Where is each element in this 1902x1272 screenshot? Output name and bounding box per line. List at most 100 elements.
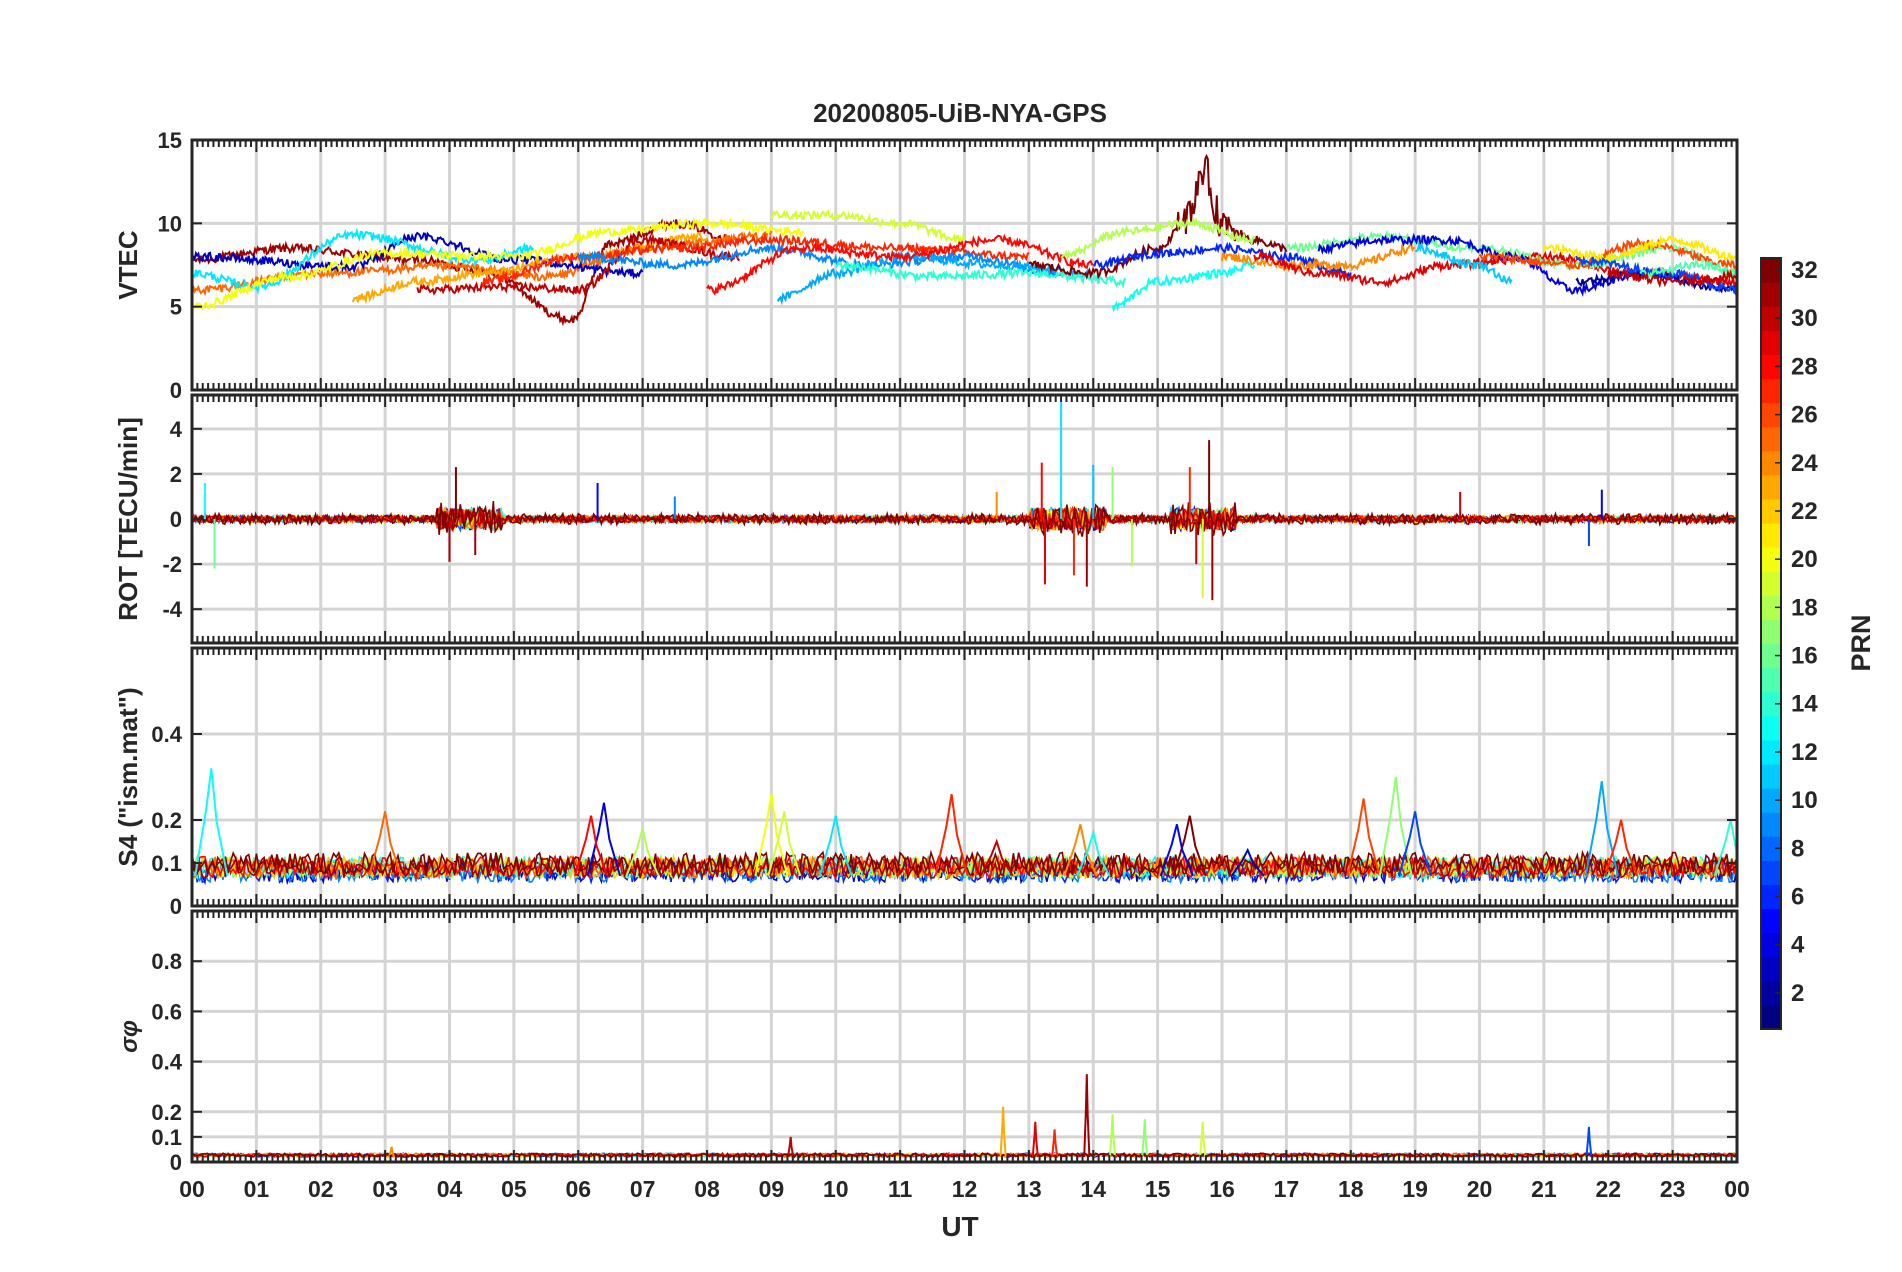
- vtec-trace-prn-11: [1414, 241, 1513, 285]
- s4-peak-prn-28: [574, 815, 609, 877]
- colorbar-segment: [1761, 812, 1781, 837]
- colorbar-tick-label: 2: [1791, 980, 1804, 1007]
- vtec-trace-prn-3: [192, 231, 644, 280]
- colorbar-tick-label: 20: [1791, 546, 1818, 573]
- x-tick-label: 16: [1209, 1176, 1235, 1202]
- rot-y-ticks: -4 -2 0 2 4: [162, 417, 1737, 622]
- s4-trace-prn-13: [192, 853, 1737, 881]
- colorbar-segment: [1761, 788, 1781, 813]
- x-tick-label: 11: [888, 1176, 913, 1202]
- y-tick-label: 5: [170, 295, 182, 320]
- colorbar-segment: [1761, 474, 1781, 500]
- x-tick-label: 15: [1145, 1176, 1171, 1202]
- colorbar-tick-label: 8: [1791, 835, 1804, 862]
- colorbar-tick-label: 6: [1791, 883, 1804, 910]
- vtec-trace-prn-27: [480, 232, 1030, 290]
- x-tick-label: 04: [437, 1176, 463, 1202]
- vtec-trace-prn-18: [1060, 216, 1256, 262]
- sigma_phi-peak-prn-24: [388, 1146, 396, 1158]
- colorbar-segment: [1761, 667, 1781, 693]
- colorbar-segment: [1761, 956, 1781, 982]
- x-tick-label: 09: [759, 1176, 785, 1202]
- colorbar-segment: [1761, 547, 1781, 572]
- s4-peak-prn-7: [1398, 811, 1433, 877]
- x-tick-label: 19: [1402, 1176, 1428, 1202]
- sigma_phi-peak-prn-30: [787, 1136, 795, 1158]
- colorbar-segment: [1761, 715, 1781, 741]
- x-tick-label: 00: [179, 1176, 205, 1202]
- s4-peak-prn-26: [1346, 798, 1381, 877]
- colorbar-tick-label: 32: [1791, 257, 1818, 284]
- colorbar-tick-label: 24: [1791, 450, 1818, 477]
- vtec-trace-prn-20: [192, 217, 804, 311]
- sigma_phi-peak-prn-23: [999, 1106, 1007, 1158]
- sigma_phi-peak-prn-27: [1051, 1129, 1059, 1158]
- s4-x-ticks: [191, 648, 1738, 906]
- x-tick-label: 14: [1080, 1176, 1106, 1202]
- sigma_phi-peak-prn-29: [1031, 1121, 1039, 1158]
- s4-peak-prn-13: [194, 768, 229, 877]
- vtec-trace-prn-15: [1639, 258, 1737, 281]
- panel-s4: 0 0.1 0.2 0.4 S4 ("ism.mat"): [113, 646, 1739, 919]
- colorbar-segment: [1761, 980, 1781, 1006]
- vtec-trace-prn-14: [835, 260, 1127, 289]
- y-tick-label: 2: [170, 462, 182, 487]
- x-tick-label: 23: [1660, 1176, 1686, 1202]
- vtec-trace-prn-13: [1111, 260, 1256, 313]
- y-tick-label: 0.6: [151, 999, 182, 1024]
- colorbar-segment: [1761, 836, 1781, 861]
- x-tick-label: 18: [1338, 1176, 1364, 1202]
- colorbar-segment: [1761, 1004, 1781, 1030]
- x-tick-label: 00: [1724, 1176, 1750, 1202]
- colorbar-segment: [1761, 571, 1781, 596]
- colorbar-segment: [1761, 523, 1781, 548]
- colorbar-segment: [1761, 908, 1781, 934]
- s4-peak-prn-30: [979, 838, 1014, 877]
- sigma_phi-peak-prn-31: [1083, 1074, 1091, 1158]
- x-tick-label: 20: [1467, 1176, 1493, 1202]
- colorbar-segment: [1761, 763, 1781, 789]
- colorbar-segment: [1761, 258, 1781, 283]
- vtec-trace-prn-19: [770, 209, 966, 245]
- x-tick-label: 21: [1531, 1176, 1557, 1202]
- colorbar-tick-label: 18: [1791, 594, 1818, 621]
- s4-peak-prn-24: [1063, 824, 1098, 877]
- colorbar-label: PRN: [1846, 614, 1876, 671]
- s4-peak-prn-19: [767, 811, 802, 877]
- s4-peak-prn-4: [586, 802, 622, 877]
- y-tick-label: 0.2: [151, 808, 182, 833]
- y-tick-label: -4: [162, 597, 182, 622]
- s4-peak-prn-20: [754, 794, 789, 877]
- y-tick-label: 0: [170, 507, 182, 532]
- sigma_phi-peak-prn-17: [1141, 1119, 1149, 1158]
- colorbar-tick-label: 12: [1791, 739, 1818, 766]
- s4-peak-prn-3: [1230, 847, 1265, 877]
- s4-y-ticks: 0 0.1 0.2 0.4: [151, 722, 1737, 919]
- colorbar-segment: [1761, 330, 1781, 355]
- s4-peak-prn-27: [1604, 819, 1639, 877]
- rot-series: [192, 401, 1736, 601]
- sigma_phi-x-ticks: [191, 911, 1738, 1162]
- y-tick-label: 15: [158, 128, 182, 153]
- rot-y-label: ROT [TECU/min]: [113, 417, 143, 621]
- y-tick-label: 0.1: [151, 851, 182, 876]
- vtec-y-label: VTEC: [113, 230, 143, 300]
- colorbar-segment: [1761, 860, 1781, 886]
- vtec-trace-prn-26: [1478, 237, 1737, 272]
- s4-peak-prn-17: [1378, 776, 1413, 877]
- vtec-y-ticks: 0 5 10 15: [158, 128, 1737, 403]
- colorbar-segment: [1761, 378, 1781, 404]
- x-tick-label: 01: [244, 1176, 270, 1202]
- panel-vtec: 0 5 10 15 VTEC: [113, 128, 1739, 403]
- vtec-trace-prn-24: [1221, 242, 1416, 273]
- colorbar-segment: [1761, 426, 1781, 452]
- s4-series: [192, 768, 1737, 886]
- colorbar-frame: [1760, 257, 1782, 1030]
- colorbar-segment: [1761, 450, 1781, 476]
- s4-peak-prn-27: [934, 794, 969, 877]
- x-axis: 00 01 02 03 04 05 06 07 08 09 10 11 12 13 14 15 16 17 18 19…: [179, 1176, 1750, 1202]
- colorbar-segment: [1761, 932, 1781, 958]
